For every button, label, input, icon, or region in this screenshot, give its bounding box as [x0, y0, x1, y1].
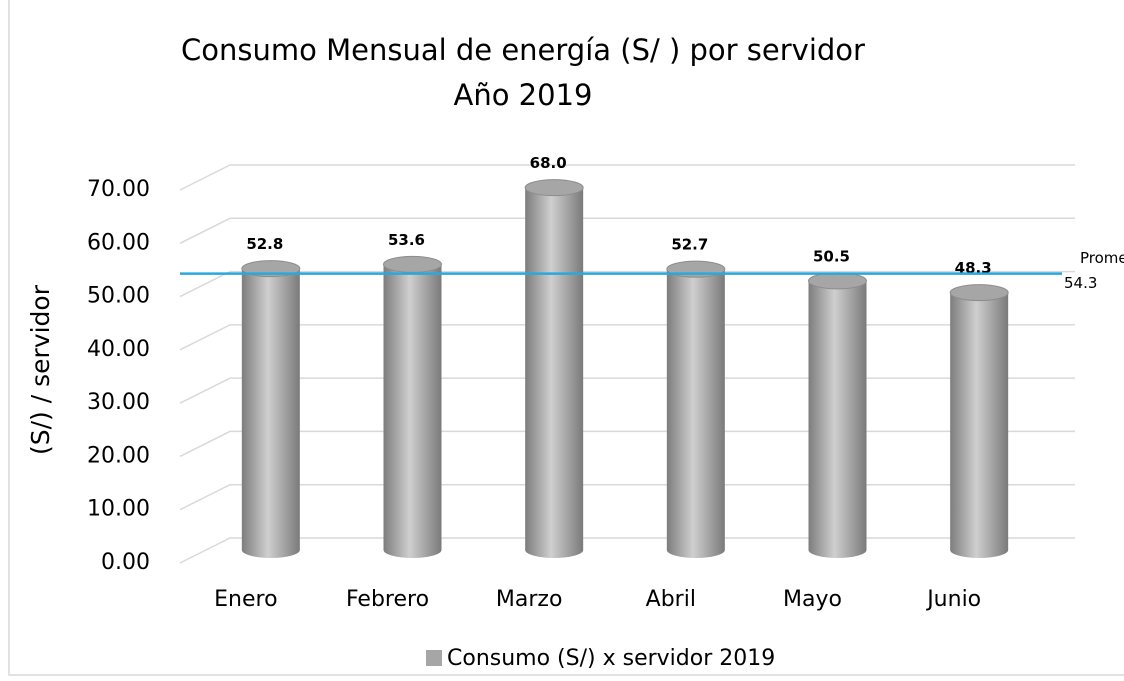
- data-label: 50.5: [813, 247, 850, 265]
- grid-line: [179, 324, 1075, 351]
- bar: [524, 179, 584, 558]
- grid-line: [179, 430, 1075, 458]
- y-tick-label: 30.00: [87, 390, 150, 415]
- x-tick-label: Abril: [646, 587, 696, 612]
- bar: [949, 284, 1009, 558]
- bar-top: [524, 179, 584, 197]
- y-tick-label: 50.00: [87, 284, 150, 309]
- grid-line: [179, 217, 1075, 244]
- bar-top: [949, 284, 1009, 302]
- x-tick-label: Febrero: [346, 587, 429, 612]
- y-tick-label: 60.00: [87, 230, 150, 255]
- bar-top: [808, 272, 867, 290]
- legend-swatch: [426, 650, 442, 666]
- reference-value: 54.3: [1064, 274, 1097, 292]
- x-tick-label: Mayo: [783, 587, 842, 612]
- data-label: 52.8: [246, 235, 283, 253]
- bar: [808, 272, 867, 558]
- bar-body: [383, 264, 442, 558]
- bar-body: [241, 268, 300, 558]
- y-tick-label: 70.00: [87, 177, 150, 202]
- grid-line: [179, 270, 1075, 298]
- x-tick-label: Junio: [925, 587, 981, 612]
- legend-label: Consumo (S/) x servidor 2019: [447, 646, 775, 671]
- bar: [241, 260, 301, 558]
- grid: 0.00 10.00 20.00 30.00 40.00 50.00 60.00 70.00: [87, 164, 1075, 575]
- bar: [666, 260, 726, 558]
- grid-line: [179, 483, 1075, 511]
- grid-line: [179, 537, 1075, 564]
- reference-label: Promedio: [1080, 249, 1124, 267]
- bar-body: [808, 280, 867, 558]
- data-label: 68.0: [530, 154, 567, 172]
- bar-body: [666, 269, 725, 558]
- grid-line: [179, 164, 1075, 191]
- plot: Enero 52.8 Febrero 53.6 Marzo 68.0 Abril 52.7 Ma…: [180, 154, 1124, 671]
- y-tick-label: 0.00: [101, 550, 150, 575]
- chart-subtitle: Año 2019: [454, 78, 593, 112]
- x-tick-label: Marzo: [496, 587, 563, 612]
- bar-body: [950, 292, 1009, 558]
- bar-body: [525, 187, 584, 558]
- grid-line: [179, 377, 1075, 404]
- y-tick-label: 10.00: [87, 497, 150, 522]
- y-axis-title: (S/) / servidor: [26, 284, 55, 455]
- bar: [383, 255, 442, 558]
- data-label: 52.7: [671, 236, 708, 254]
- y-tick-label: 40.00: [87, 337, 150, 362]
- data-label: 53.6: [388, 231, 425, 249]
- chart-border: [8, 0, 1124, 676]
- chart-title: Consumo Mensual de energía (S/ ) por ser…: [181, 33, 865, 67]
- bar-top: [383, 255, 442, 273]
- y-tick-label: 20.00: [87, 443, 150, 468]
- x-tick-label: Enero: [214, 587, 277, 612]
